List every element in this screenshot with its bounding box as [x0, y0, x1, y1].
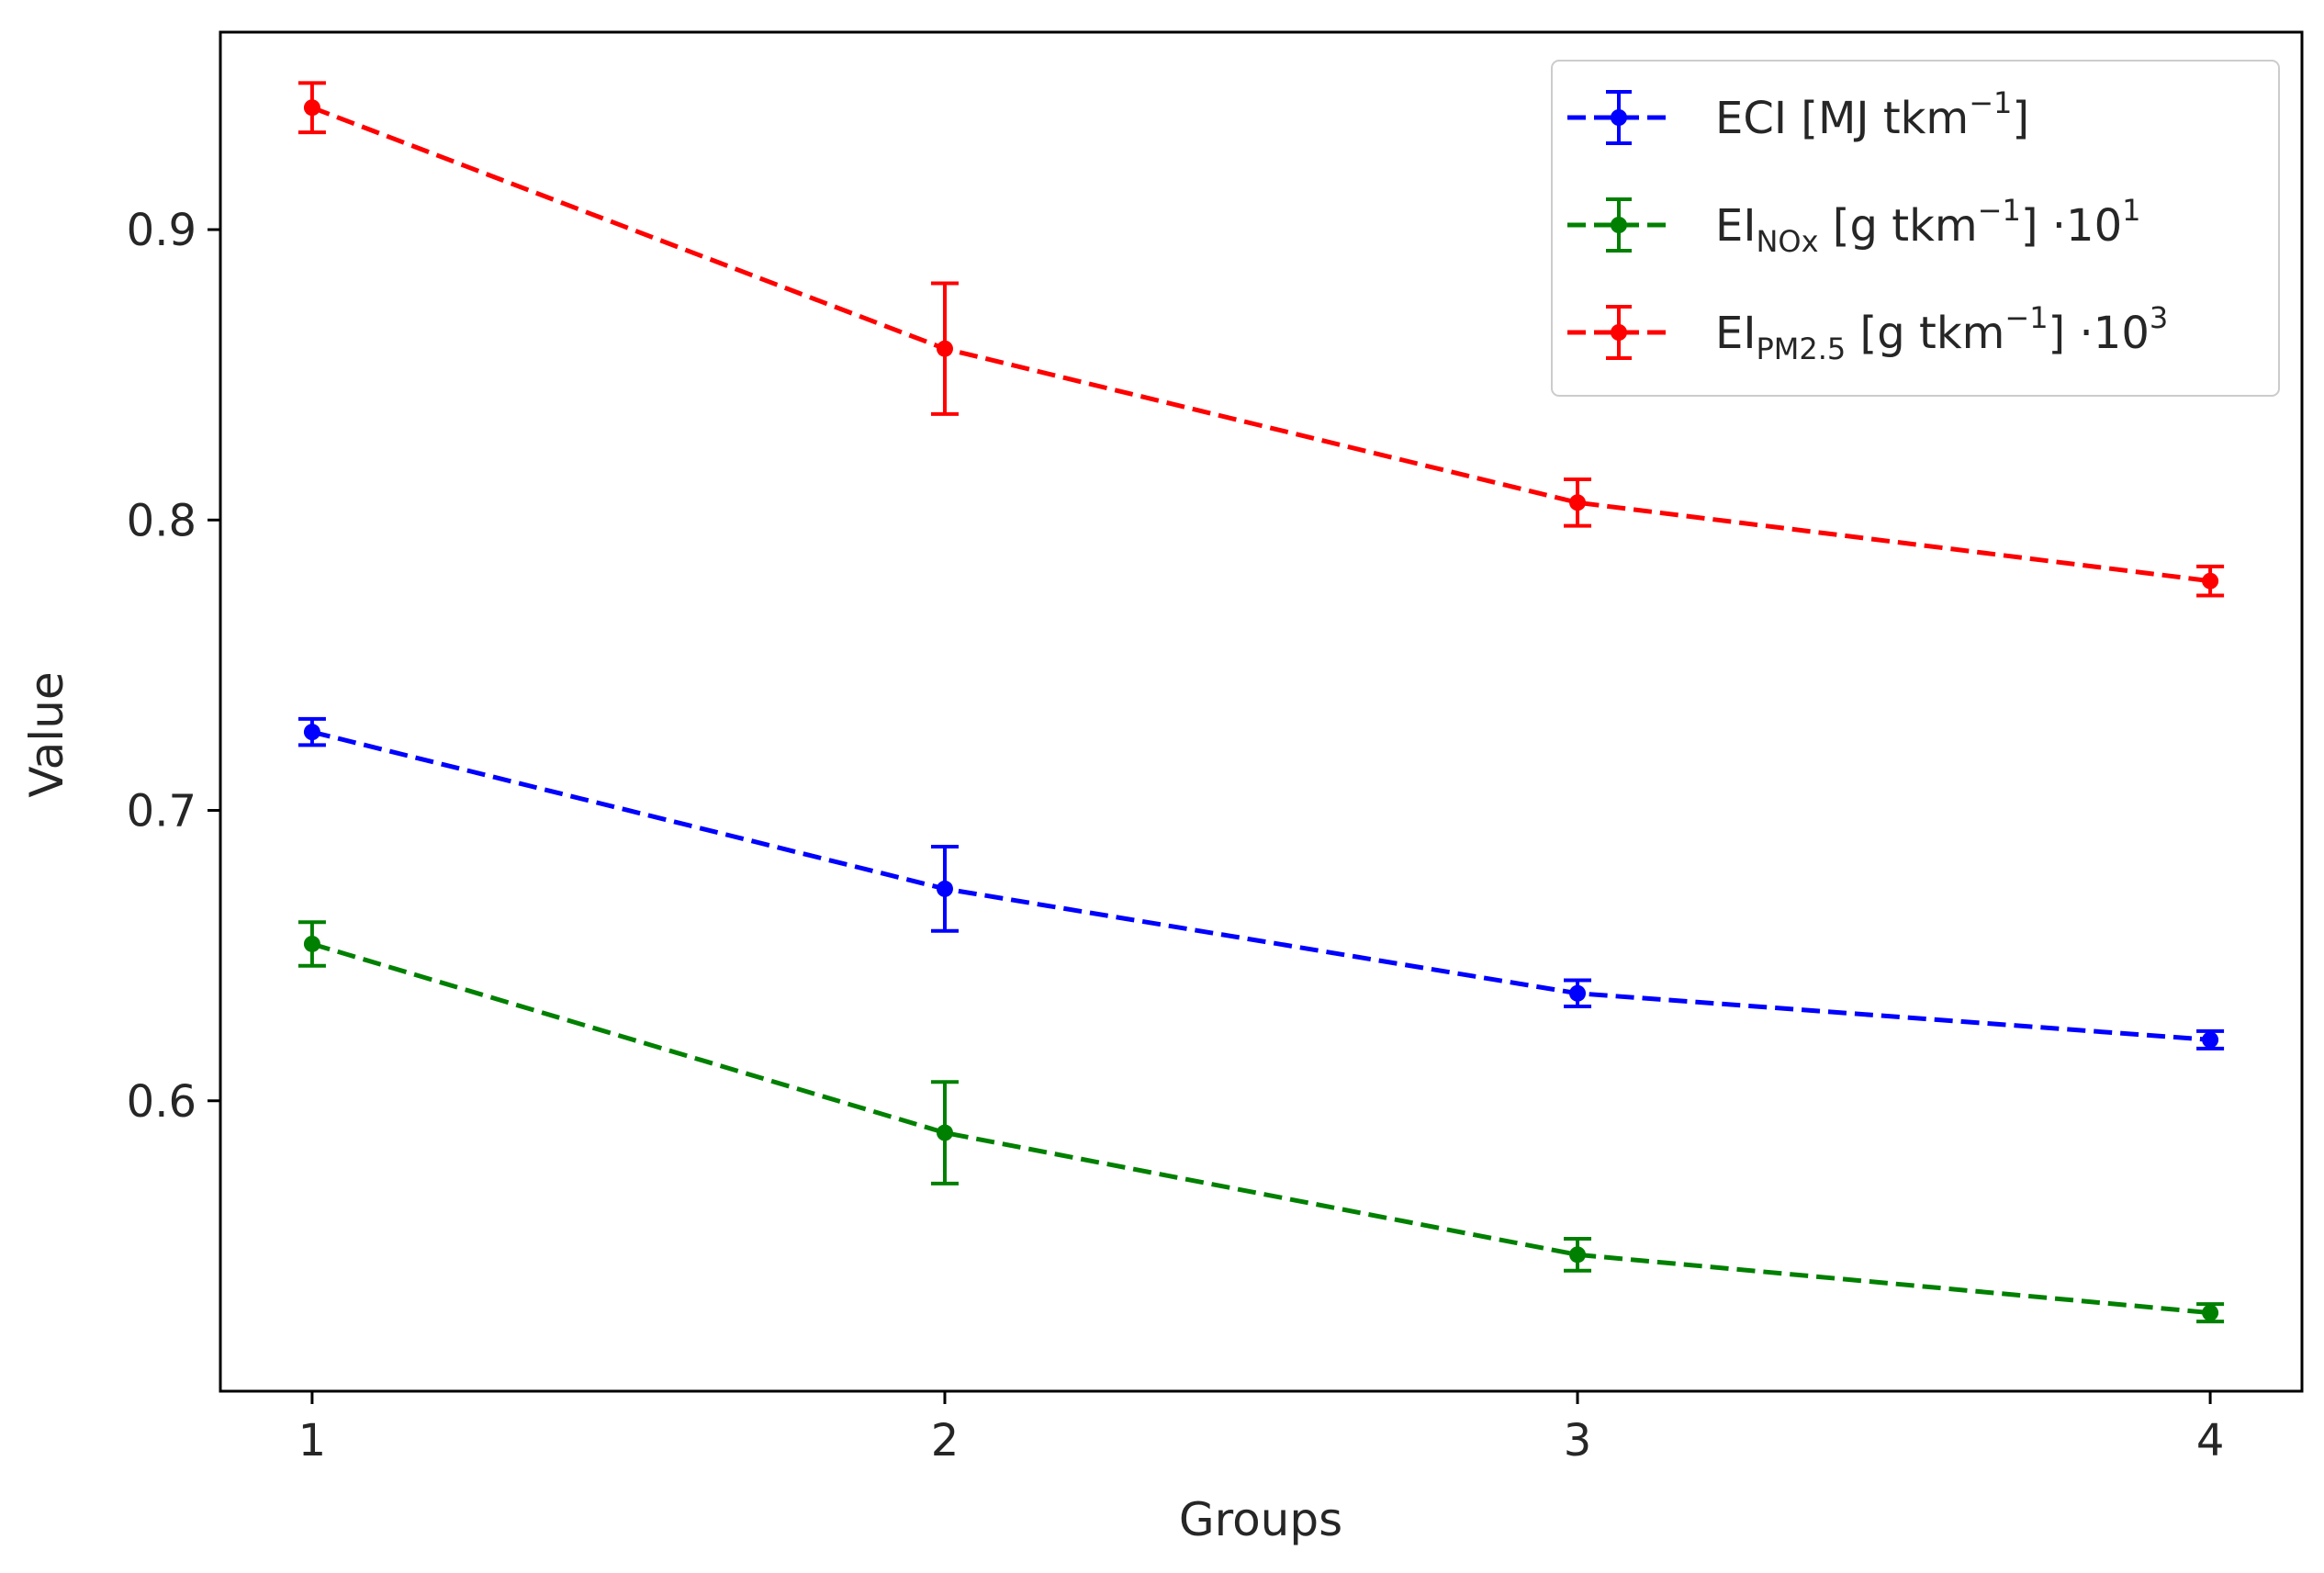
x-axis-ticks: 1 2 3 4: [298, 1391, 2225, 1466]
y-axis-ticks: 0.6 0.7 0.8 0.9: [127, 205, 220, 1128]
series-1: [298, 716, 2225, 1051]
series-3: [298, 81, 2225, 598]
legend-label: ECI [MJ tkm−1]: [1715, 85, 2029, 144]
series-line: [311, 729, 2211, 1042]
data-point: [303, 935, 320, 952]
x-tick-label: 3: [1564, 1415, 1592, 1466]
legend-frame: [1551, 60, 2280, 397]
data-point: [2202, 1304, 2219, 1321]
legend-entry-3: EIPM2.5 [g tkm−1] ·103: [1567, 300, 2168, 366]
series-2: [298, 920, 2225, 1324]
y-tick-label: 0.9: [127, 205, 196, 256]
x-tick-label: 1: [298, 1415, 327, 1466]
data-point: [303, 99, 320, 117]
legend-label: EIPM2.5 [g tkm−1] ·103: [1715, 300, 2168, 366]
x-tick-label: 4: [2196, 1415, 2225, 1466]
y-tick-label: 0.6: [127, 1076, 196, 1128]
x-tick-label: 2: [931, 1415, 960, 1466]
legend-label: EINOx [g tkm−1] ·101: [1715, 193, 2141, 259]
data-point: [1569, 494, 1587, 511]
legend-entry-2: EINOx [g tkm−1] ·101: [1567, 193, 2141, 259]
data-point: [2202, 572, 2219, 590]
data-point: [1569, 984, 1587, 1002]
legend-marker: [1611, 324, 1627, 341]
data-point: [936, 340, 953, 357]
data-point: [2202, 1031, 2219, 1049]
data-point: [303, 724, 320, 741]
data-point: [1569, 1246, 1587, 1264]
legend: ECI [MJ tkm−1] EINOx [g tkm−1] ·101 EIPM2.…: [1551, 60, 2280, 397]
series-line: [311, 105, 2211, 584]
series-layer: [298, 81, 2225, 1324]
legend-marker: [1611, 109, 1627, 126]
legend-entry-1: ECI [MJ tkm−1]: [1567, 85, 2029, 145]
x-axis-label: Groups: [1179, 1493, 1342, 1546]
y-tick-label: 0.8: [127, 495, 196, 546]
data-point: [936, 1124, 953, 1141]
legend-marker: [1611, 217, 1627, 233]
data-point: [936, 880, 953, 897]
series-line: [311, 941, 2211, 1316]
y-axis-label: Value: [20, 671, 73, 797]
y-tick-label: 0.7: [127, 786, 196, 837]
